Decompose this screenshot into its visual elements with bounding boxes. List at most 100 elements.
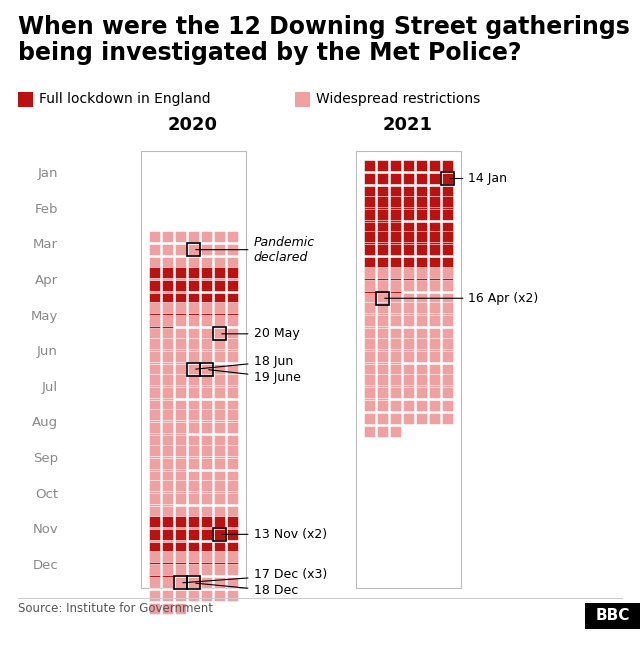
Bar: [175, 303, 186, 313]
Bar: [161, 390, 173, 401]
Bar: [376, 342, 387, 352]
Text: Nov: Nov: [32, 523, 58, 536]
Bar: [442, 209, 452, 219]
Bar: [390, 386, 401, 397]
Bar: [442, 413, 452, 423]
Bar: [175, 283, 186, 294]
Bar: [148, 303, 159, 313]
Bar: [364, 244, 374, 255]
Bar: [188, 377, 198, 388]
Bar: [376, 354, 387, 365]
Bar: [390, 257, 401, 268]
Bar: [227, 351, 237, 362]
Bar: [440, 172, 454, 185]
Bar: [200, 458, 211, 468]
Bar: [364, 374, 374, 384]
Bar: [148, 338, 159, 349]
Bar: [415, 267, 426, 278]
Bar: [376, 199, 387, 210]
Bar: [214, 280, 225, 291]
Bar: [403, 374, 413, 384]
Bar: [200, 542, 211, 553]
Bar: [175, 519, 186, 530]
Bar: [214, 306, 225, 317]
Bar: [429, 221, 440, 233]
Bar: [148, 364, 159, 375]
Bar: [403, 160, 413, 171]
Bar: [161, 564, 173, 576]
Bar: [188, 409, 198, 420]
Bar: [214, 409, 225, 420]
Bar: [161, 578, 173, 588]
Bar: [376, 293, 387, 304]
Bar: [188, 484, 198, 495]
Bar: [376, 319, 387, 329]
Bar: [442, 199, 452, 210]
Bar: [227, 480, 237, 491]
Bar: [442, 257, 452, 268]
Bar: [148, 552, 159, 562]
Bar: [227, 519, 237, 530]
Bar: [214, 399, 225, 411]
Bar: [403, 386, 413, 397]
Bar: [227, 564, 237, 576]
Bar: [200, 328, 211, 340]
Bar: [429, 160, 440, 171]
Bar: [390, 425, 401, 437]
Bar: [227, 374, 237, 384]
Bar: [200, 506, 211, 517]
Bar: [214, 257, 225, 268]
Bar: [175, 542, 186, 553]
Bar: [200, 413, 211, 423]
Bar: [214, 303, 225, 313]
Bar: [200, 409, 211, 420]
Bar: [161, 542, 173, 553]
Bar: [148, 280, 159, 291]
Bar: [403, 257, 413, 268]
Bar: [161, 351, 173, 362]
Text: 18 Dec: 18 Dec: [196, 583, 298, 597]
Bar: [390, 413, 401, 423]
Bar: [188, 413, 198, 423]
Bar: [188, 231, 198, 242]
Bar: [188, 542, 198, 553]
Text: 20 May: 20 May: [222, 327, 300, 340]
Bar: [188, 244, 198, 255]
Bar: [175, 603, 186, 615]
Bar: [403, 315, 413, 326]
Text: Full lockdown in England: Full lockdown in England: [39, 92, 211, 106]
Bar: [161, 484, 173, 495]
Bar: [175, 377, 186, 388]
Bar: [376, 374, 387, 384]
Bar: [200, 399, 211, 411]
Bar: [161, 497, 173, 508]
Bar: [376, 425, 387, 437]
Bar: [227, 338, 237, 349]
Bar: [429, 374, 440, 384]
Bar: [415, 209, 426, 219]
Bar: [227, 529, 237, 540]
Bar: [175, 448, 186, 459]
Bar: [227, 445, 237, 456]
Bar: [390, 351, 401, 362]
Bar: [364, 231, 374, 242]
Text: Widespread restrictions: Widespread restrictions: [316, 92, 480, 106]
Bar: [227, 280, 237, 291]
Bar: [585, 603, 640, 629]
Bar: [376, 399, 387, 411]
Bar: [188, 364, 198, 375]
Bar: [214, 328, 225, 340]
Text: 16 Apr (x2): 16 Apr (x2): [385, 292, 539, 305]
Bar: [148, 293, 159, 304]
Bar: [390, 306, 401, 317]
Bar: [188, 552, 198, 562]
Bar: [390, 186, 401, 197]
Bar: [429, 244, 440, 255]
Bar: [227, 458, 237, 468]
Bar: [214, 413, 225, 423]
Bar: [403, 186, 413, 197]
Bar: [200, 351, 211, 362]
Bar: [188, 435, 198, 446]
Bar: [364, 425, 374, 437]
Bar: [161, 338, 173, 349]
